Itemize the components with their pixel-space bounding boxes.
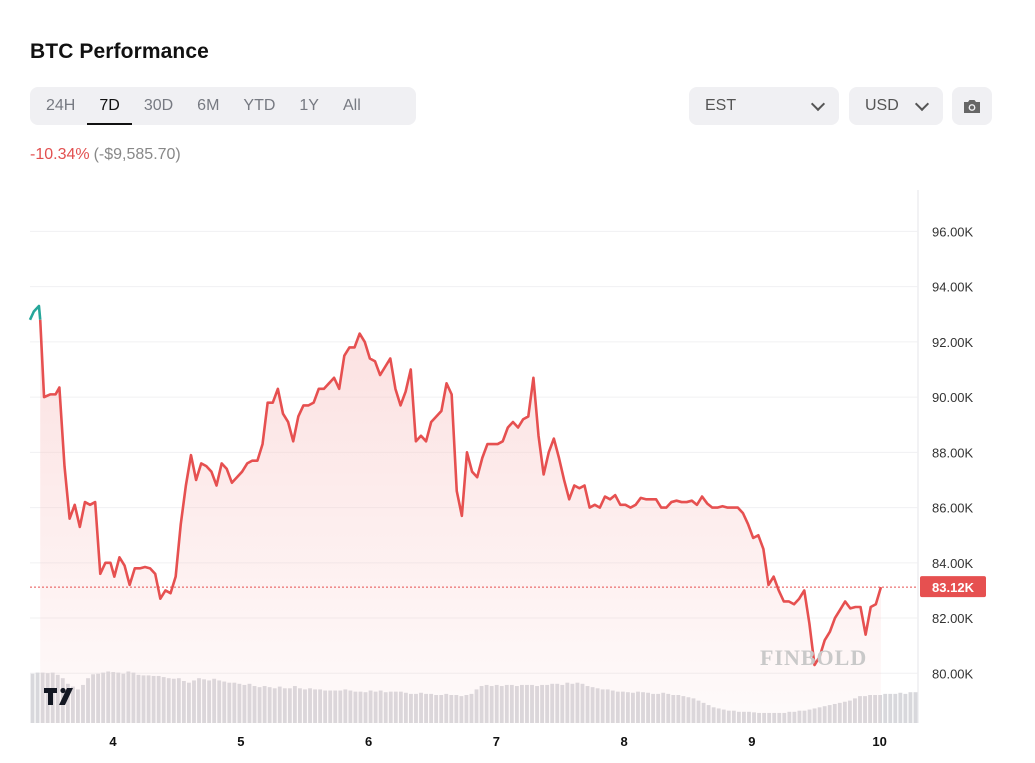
x-tick-label: 6 [365, 734, 372, 749]
volume-bar [908, 692, 913, 723]
volume-bar [913, 692, 918, 723]
volume-bar [883, 693, 888, 723]
x-tick-label: 5 [237, 734, 244, 749]
x-tick-label: 9 [748, 734, 755, 749]
x-tick-label: 7 [493, 734, 500, 749]
volume-bar [35, 672, 40, 723]
camera-icon [964, 100, 980, 113]
y-tick-label: 84.00K [932, 556, 974, 571]
y-tick-label: 90.00K [932, 390, 974, 405]
price-chart: 96.00K 94.00K 92.00K 90.00K 88.00K 86.00K 84.0… [28, 190, 986, 749]
y-tick-label: 80.00K [932, 666, 974, 681]
tab-7d[interactable]: 7D [87, 87, 132, 125]
page-title: BTC Performance [30, 40, 209, 63]
current-price-badge [920, 576, 986, 598]
currency-value: USD [865, 97, 899, 114]
volume-bar [888, 693, 893, 723]
logo-dot-shape [60, 687, 66, 694]
y-tick-label: 96.00K [932, 224, 974, 239]
performance-change: -10.34% (-$9,585.70) [30, 146, 181, 164]
y-tick-label: 88.00K [932, 445, 974, 460]
tab-24h[interactable]: 24H [46, 97, 76, 114]
timeframe-tabs: 24H 7D 30D 6M YTD 1Y All [30, 87, 416, 125]
y-tick-label: 92.00K [932, 335, 974, 350]
finbold-watermark: FINBOLD [760, 645, 867, 670]
y-tick-label: 94.00K [932, 280, 974, 295]
chevron-down-icon [914, 96, 930, 112]
chevron-down-icon [810, 96, 826, 112]
volume-bar [903, 693, 908, 723]
currency-select[interactable]: USD [849, 87, 943, 125]
price-area-fill [40, 319, 881, 723]
tab-30d[interactable]: 30D [143, 97, 174, 114]
x-tick-label: 8 [621, 734, 628, 749]
change-percent: -10.34% [30, 146, 90, 163]
volume-bar [893, 693, 898, 723]
price-line-up-segment [28, 304, 42, 321]
screenshot-button[interactable] [952, 87, 992, 125]
tab-1y[interactable]: 1Y [299, 97, 319, 114]
tradingview-logo [44, 687, 73, 705]
volume-bar [30, 673, 35, 723]
tab-all[interactable]: All [342, 97, 361, 114]
change-amount: (-$9,585.70) [93, 146, 181, 163]
timezone-select[interactable]: EST [689, 87, 839, 125]
price-line [38, 319, 883, 667]
x-tick-label: 4 [109, 734, 117, 749]
current-price-label: 83.12K [932, 580, 975, 595]
tab-6m[interactable]: 6M [197, 97, 220, 114]
tab-ytd[interactable]: YTD [243, 97, 276, 114]
y-tick-label: 82.00K [932, 611, 974, 626]
logo-v-shape [59, 688, 73, 705]
volume-bar [898, 692, 903, 723]
x-tick-label: 10 [872, 734, 886, 749]
timezone-value: EST [705, 97, 737, 114]
logo-t-shape [44, 688, 57, 705]
y-tick-label: 86.00K [932, 501, 974, 516]
